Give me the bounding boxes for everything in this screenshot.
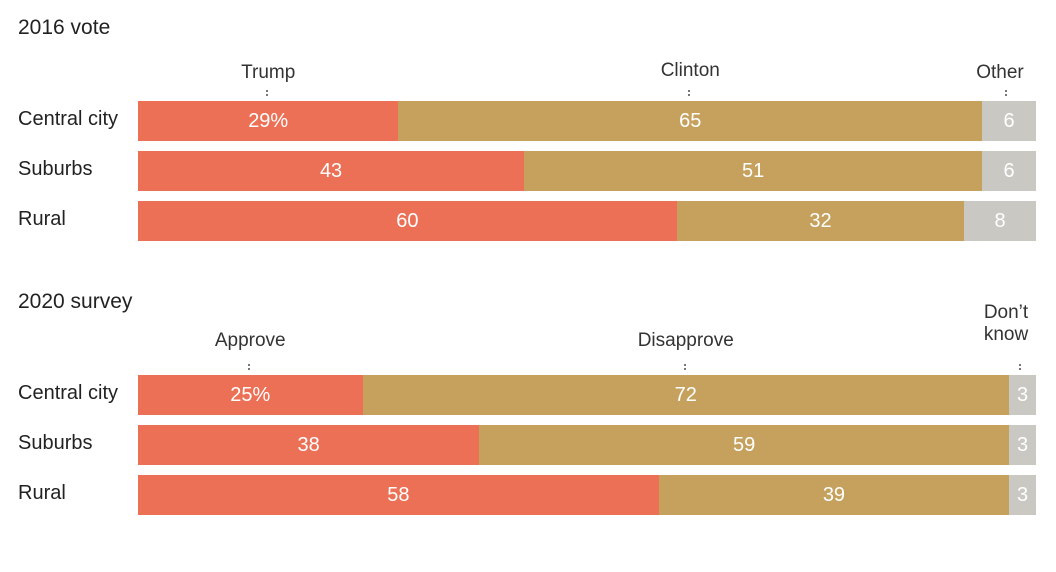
bar-clinton xyxy=(524,151,983,191)
chart-title: 2020 survey xyxy=(18,290,133,313)
data-label: 51 xyxy=(742,160,765,182)
data-label: 29% xyxy=(248,110,289,132)
data-label: 8 xyxy=(994,210,1006,232)
chart-title: 2016 vote xyxy=(18,16,111,39)
bar-trump xyxy=(138,151,525,191)
bar-don-t-know xyxy=(1009,375,1036,415)
data-label: 25% xyxy=(230,384,271,406)
data-label: 59 xyxy=(733,434,756,456)
bar-approve xyxy=(138,475,659,515)
bar-disapprove xyxy=(479,425,1010,465)
bar-trump xyxy=(138,201,677,241)
legend-disapprove: Disapprove xyxy=(637,330,734,351)
bar-row-central-city: 25% 72 3 xyxy=(138,375,1036,415)
bar-trump xyxy=(138,101,399,141)
data-label: 72 xyxy=(674,384,697,406)
legend-clinton: Clinton xyxy=(660,60,720,81)
category-label: Rural xyxy=(18,208,66,230)
legend-line: Don’t xyxy=(983,302,1029,323)
legend-approve: Approve xyxy=(214,330,286,351)
data-label: 65 xyxy=(679,110,702,132)
data-label: 58 xyxy=(387,484,410,506)
legend-tick xyxy=(1005,90,1009,96)
data-label: 43 xyxy=(319,160,343,182)
bar-other xyxy=(964,201,1036,241)
category-label: Central city xyxy=(18,108,119,130)
bar-other xyxy=(982,101,1036,141)
category-label: Rural xyxy=(18,482,66,504)
data-label: 38 xyxy=(297,434,320,456)
bar-disapprove xyxy=(362,375,1010,415)
data-label: 32 xyxy=(809,210,832,232)
bar-row-rural: 60 32 8 xyxy=(138,201,1036,241)
legend-don-t-know: Don’t know xyxy=(984,302,1028,346)
bar-disapprove xyxy=(658,475,1010,515)
data-label: 6 xyxy=(1003,110,1015,132)
legend-line: know xyxy=(983,324,1029,345)
legend-other: Other xyxy=(976,62,1024,83)
bar-approve xyxy=(138,375,363,415)
bar-row-suburbs: 43 51 6 xyxy=(138,151,1036,191)
bar-row-central-city: 29% 65 6 xyxy=(138,101,1036,141)
data-label: 60 xyxy=(396,210,419,232)
legend-trump: Trump xyxy=(241,62,296,83)
chart-panel-1: 2020 survey Approve Disapprove Don’t know Cen… xyxy=(0,274,1056,544)
bar-don-t-know xyxy=(1009,425,1036,465)
bar-approve xyxy=(138,425,480,465)
category-label: Suburbs xyxy=(18,158,93,180)
data-label: 3 xyxy=(1016,434,1029,456)
bar-clinton xyxy=(398,101,983,141)
category-label: Suburbs xyxy=(18,432,93,454)
data-label: 3 xyxy=(1016,484,1029,506)
legend-tick xyxy=(1019,364,1023,370)
legend-tick xyxy=(688,90,692,96)
data-label: 6 xyxy=(1003,160,1015,182)
legend-tick xyxy=(266,90,270,96)
category-label: Central city xyxy=(18,382,119,404)
bar-other xyxy=(982,151,1036,191)
data-label: 3 xyxy=(1016,384,1029,406)
chart-panel-0: 2016 vote Trump Clinton Other Central city 29… xyxy=(0,0,1056,270)
bar-row-suburbs: 38 59 3 xyxy=(138,425,1036,465)
bar-clinton xyxy=(676,201,965,241)
bar-don-t-know xyxy=(1009,475,1036,515)
legend-tick xyxy=(248,364,252,370)
legend-tick xyxy=(683,364,688,370)
data-label: 39 xyxy=(822,484,846,506)
bar-row-rural: 58 39 3 xyxy=(138,475,1036,515)
